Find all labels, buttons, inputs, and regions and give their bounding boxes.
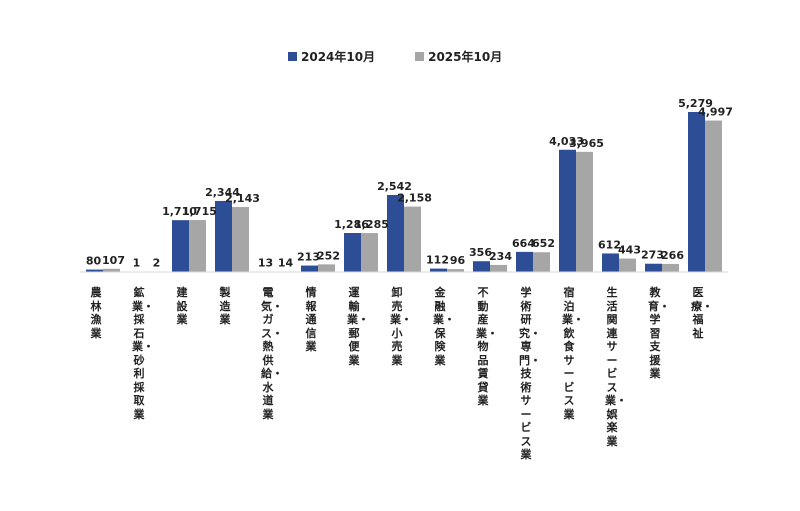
category-label-13: 教育・学習支援業 <box>648 286 670 380</box>
bar-2025-6 <box>361 233 378 272</box>
bar-2024-9 <box>473 261 490 272</box>
legend: 2024年10月 2025年10月 <box>288 48 502 65</box>
category-label-8: 金融業・保険業 <box>433 286 455 367</box>
bar-2024-13 <box>645 263 662 272</box>
bar-2024-3 <box>215 200 232 272</box>
bar-2024-7 <box>387 194 404 272</box>
value-label-2024-14: 5,279 <box>678 97 713 110</box>
category-label-0: 農林漁業 <box>90 286 102 340</box>
value-label-2024-4: 13 <box>258 257 273 270</box>
bar-2025-5 <box>318 264 335 272</box>
value-label-2024-11: 4,033 <box>549 135 584 148</box>
category-label-12: 生活関連サービス業・娯楽業 <box>605 286 627 448</box>
bar-2024-8 <box>430 268 447 272</box>
bar-2025-10 <box>533 252 550 272</box>
value-label-2024-5: 213 <box>297 251 320 264</box>
category-label-7: 卸売業・小売業 <box>390 286 412 367</box>
category-label-2: 建設業 <box>176 286 188 326</box>
legend-label-2025: 2025年10月 <box>428 50 503 64</box>
bar-2024-11 <box>559 149 576 272</box>
bar-2025-9 <box>490 264 507 272</box>
value-label-2024-7: 2,542 <box>377 180 412 193</box>
bar-2025-3 <box>232 207 249 272</box>
value-label-2025-0: 107 <box>102 254 125 267</box>
bar-2025-0 <box>103 268 120 272</box>
category-label-5: 情報通信業 <box>305 286 317 353</box>
value-label-2025-14: 4,997 <box>698 106 733 119</box>
legend-swatch-2025 <box>415 52 425 61</box>
value-label-2024-2: 1,710 <box>162 205 197 218</box>
bars-group <box>86 112 722 272</box>
value-label-2024-6: 1,286 <box>334 218 369 231</box>
bar-2024-10 <box>516 251 533 272</box>
value-label-2024-13: 273 <box>641 249 664 262</box>
bar-2024-14 <box>688 112 705 272</box>
bar-2025-7 <box>404 206 421 272</box>
bar-2025-11 <box>576 151 593 272</box>
bar-2024-6 <box>344 233 361 272</box>
category-label-6: 運輸業・郵便業 <box>347 286 369 367</box>
value-label-2025-5: 252 <box>317 249 340 262</box>
category-label-4: 電気・ガス・熱供給・水道業 <box>261 286 283 421</box>
value-label-2024-9: 356 <box>469 246 492 259</box>
bar-2025-8 <box>447 269 464 272</box>
value-label-2025-9: 234 <box>489 250 512 263</box>
value-label-2025-3: 2,143 <box>225 192 260 205</box>
value-label-2024-3: 2,344 <box>205 186 240 199</box>
value-label-2025-1: 2 <box>153 257 161 270</box>
value-label-2025-2: 1,715 <box>182 205 217 218</box>
bar-2024-0 <box>86 269 103 272</box>
value-label-2025-7: 2,158 <box>397 192 432 205</box>
bar-2024-12 <box>602 253 619 272</box>
category-label-10: 学術研究・専門・技術サービス業 <box>519 286 541 461</box>
value-label-2024-0: 80 <box>86 255 102 268</box>
legend-item-2024: 2024年10月 <box>288 48 375 65</box>
value-label-2025-4: 14 <box>278 257 294 270</box>
value-label-2025-12: 443 <box>618 244 641 257</box>
value-label-2024-10: 664 <box>512 237 535 250</box>
category-label-1: 鉱業・採石業・砂利採取業 <box>132 286 154 421</box>
bar-2025-2 <box>189 220 206 272</box>
category-label-14: 医療・福祉 <box>691 286 713 340</box>
category-label-3: 製造業 <box>219 286 231 326</box>
value-label-2025-8: 96 <box>450 254 466 267</box>
value-label-2024-1: 1 <box>133 257 141 270</box>
bar-2025-13 <box>662 263 679 272</box>
bar-2025-12 <box>619 258 636 272</box>
bar-2025-14 <box>705 120 722 272</box>
bar-2024-2 <box>172 220 189 272</box>
legend-item-2025: 2025年10月 <box>415 48 502 65</box>
category-label-9: 不動産業・物品賃貸業 <box>476 286 498 407</box>
legend-swatch-2024 <box>288 52 297 61</box>
value-label-2025-6: 1,285 <box>354 218 389 231</box>
category-label-11: 宿泊業・飲食サービス業 <box>562 286 584 421</box>
value-label-2025-13: 266 <box>661 249 684 262</box>
value-label-2024-8: 112 <box>426 254 449 267</box>
value-label-2025-11: 3,965 <box>569 137 604 150</box>
bar-2024-5 <box>301 265 318 272</box>
value-label-2024-12: 612 <box>598 238 621 251</box>
value-label-2025-10: 652 <box>532 237 555 250</box>
legend-label-2024: 2024年10月 <box>301 50 376 64</box>
